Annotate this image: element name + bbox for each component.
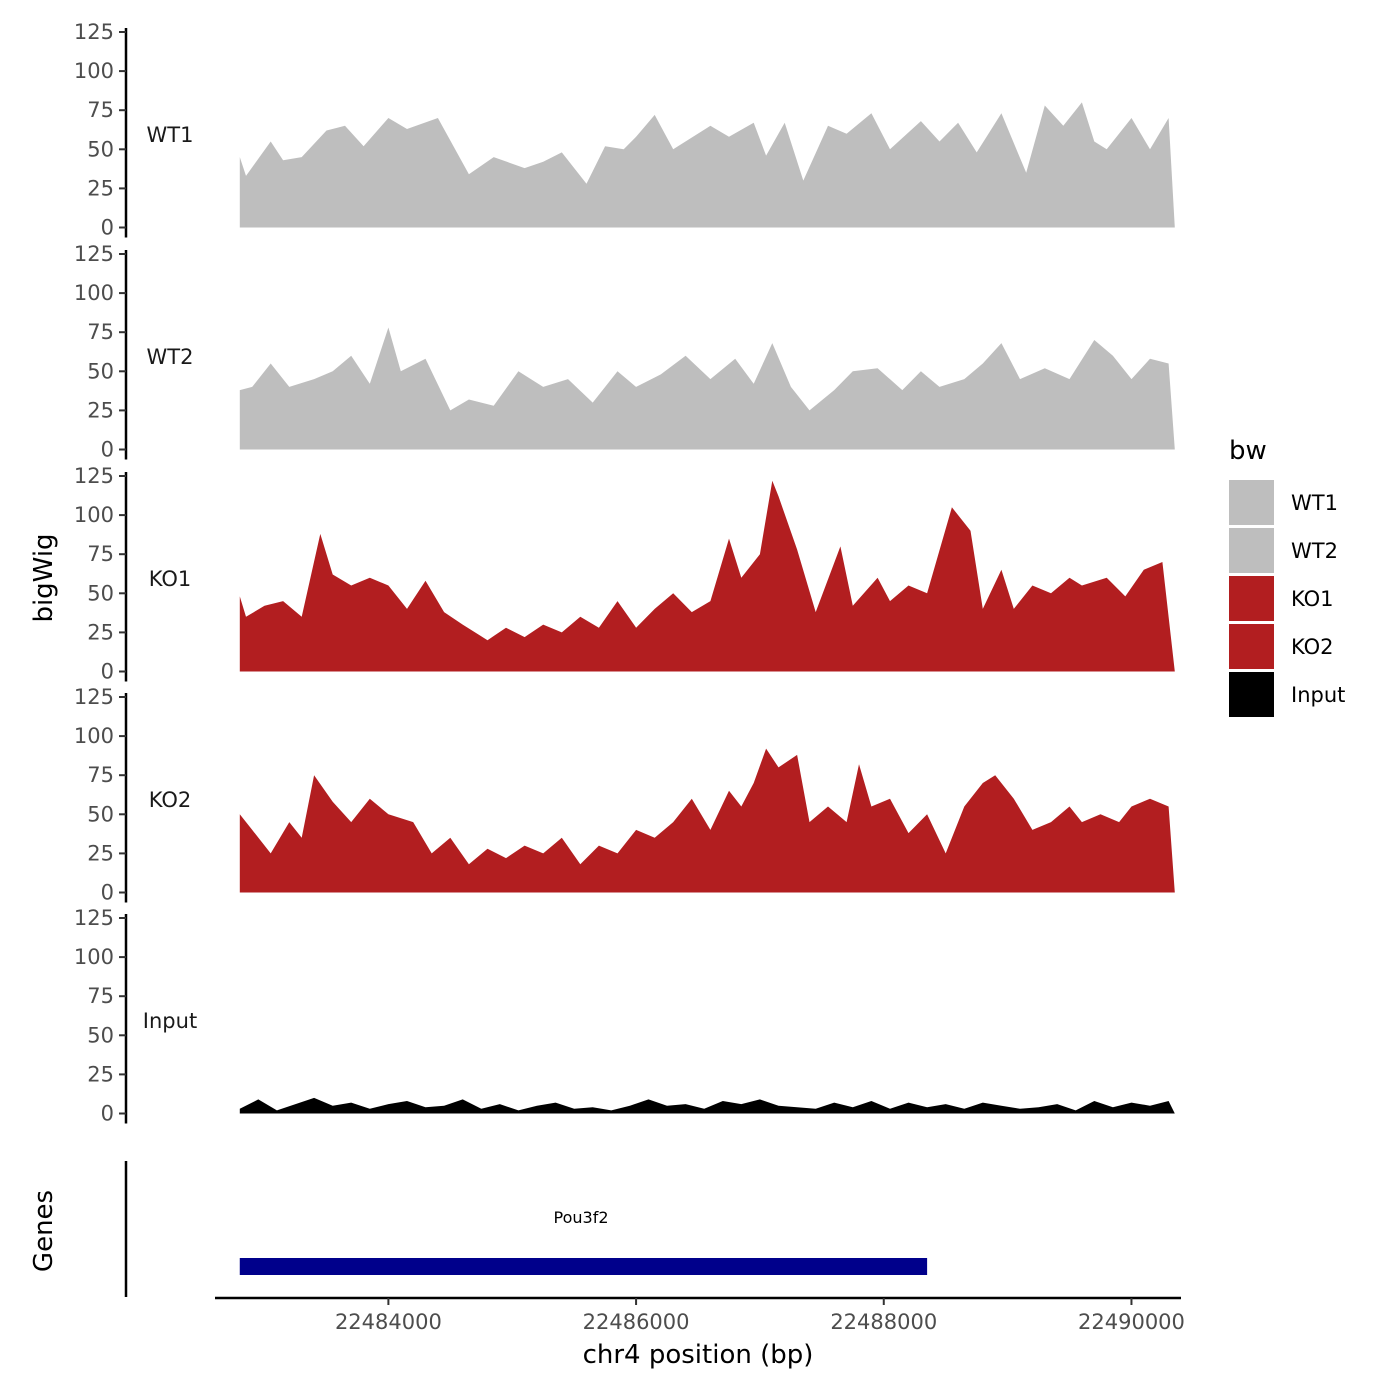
y-tick-label: 75: [87, 98, 114, 122]
y-tick-label: 0: [101, 881, 114, 905]
legend-label: KO1: [1291, 587, 1334, 611]
y-tick-label: 50: [87, 1023, 114, 1047]
tracks: 0 25 50 75 100 125 WT1 0 25 50 75 100 125 WT2 0 25 50 75 1…: [74, 20, 1175, 1126]
y-tick-label: 125: [74, 464, 114, 488]
y-axis-title: bigWig: [29, 533, 59, 622]
y-tick-label: 25: [87, 841, 114, 865]
y-tick-label: 125: [74, 20, 114, 44]
track-input: 0 25 50 75 100 125 Input: [74, 906, 1175, 1126]
y-tick-label: 75: [87, 320, 114, 344]
y-tick-label: 75: [87, 984, 114, 1008]
area-ko2: [239, 748, 1175, 893]
y-tick-label: 25: [87, 176, 114, 200]
y-tick-label: 25: [87, 620, 114, 644]
area-wt2: [239, 327, 1175, 450]
x-tick-label: 22488000: [830, 1310, 937, 1334]
y-tick-label: 0: [101, 216, 114, 240]
genes-panel: Pou3f2: [124, 1161, 928, 1297]
legend-label: WT1: [1291, 491, 1338, 515]
legend: bw WT1 WT2 KO1 KO2 Input: [1229, 436, 1345, 717]
legend-label: KO2: [1291, 635, 1334, 659]
x-tick-label: 22484000: [335, 1310, 442, 1334]
legend-swatch: [1229, 480, 1274, 525]
area-input: [239, 1097, 1175, 1114]
legend-label: Input: [1291, 683, 1345, 707]
y-tick-label: 50: [87, 581, 114, 605]
track-label: KO1: [149, 567, 192, 591]
track-ko1: 0 25 50 75 100 125 KO1: [74, 464, 1175, 684]
y-tick-label: 100: [74, 724, 114, 748]
gene-label: Pou3f2: [554, 1208, 609, 1227]
y-tick-label: 50: [87, 359, 114, 383]
track-label: WT2: [147, 345, 194, 369]
legend-swatch: [1229, 528, 1274, 573]
track-wt1: 0 25 50 75 100 125 WT1: [74, 20, 1175, 240]
y-tick-label: 50: [87, 802, 114, 826]
track-ko2: 0 25 50 75 100 125 KO2: [74, 685, 1175, 905]
y-tick-label: 100: [74, 945, 114, 969]
y-tick-label: 0: [101, 660, 114, 684]
y-tick-label: 125: [74, 685, 114, 709]
y-tick-label: 0: [101, 1102, 114, 1126]
y-tick-label: 25: [87, 398, 114, 422]
gene-bar: [239, 1258, 928, 1275]
legend-title: bw: [1229, 436, 1267, 466]
y-tick-label: 125: [74, 242, 114, 266]
genes-axis-title: Genes: [29, 1190, 59, 1272]
area-wt1: [239, 102, 1175, 228]
x-tick-label: 22486000: [583, 1310, 690, 1334]
x-axis: 22484000 22486000 22488000 22490000: [215, 1296, 1185, 1334]
legend-swatch: [1229, 576, 1274, 621]
track-label: WT1: [147, 123, 194, 147]
x-tick-label: 22490000: [1078, 1310, 1185, 1334]
track-label: KO2: [149, 788, 192, 812]
legend-label: WT2: [1291, 539, 1338, 563]
legend-swatch: [1229, 624, 1274, 669]
x-axis-title: chr4 position (bp): [583, 1340, 814, 1370]
area-ko1: [239, 480, 1175, 672]
y-tick-label: 50: [87, 137, 114, 161]
y-tick-label: 25: [87, 1062, 114, 1086]
y-tick-label: 125: [74, 906, 114, 930]
y-tick-label: 100: [74, 59, 114, 83]
y-tick-label: 75: [87, 542, 114, 566]
track-label: Input: [143, 1009, 197, 1033]
y-tick-label: 100: [74, 503, 114, 527]
y-tick-label: 100: [74, 281, 114, 305]
y-tick-label: 0: [101, 438, 114, 462]
y-tick-label: 75: [87, 763, 114, 787]
legend-swatch: [1229, 672, 1274, 717]
track-wt2: 0 25 50 75 100 125 WT2: [74, 242, 1175, 462]
